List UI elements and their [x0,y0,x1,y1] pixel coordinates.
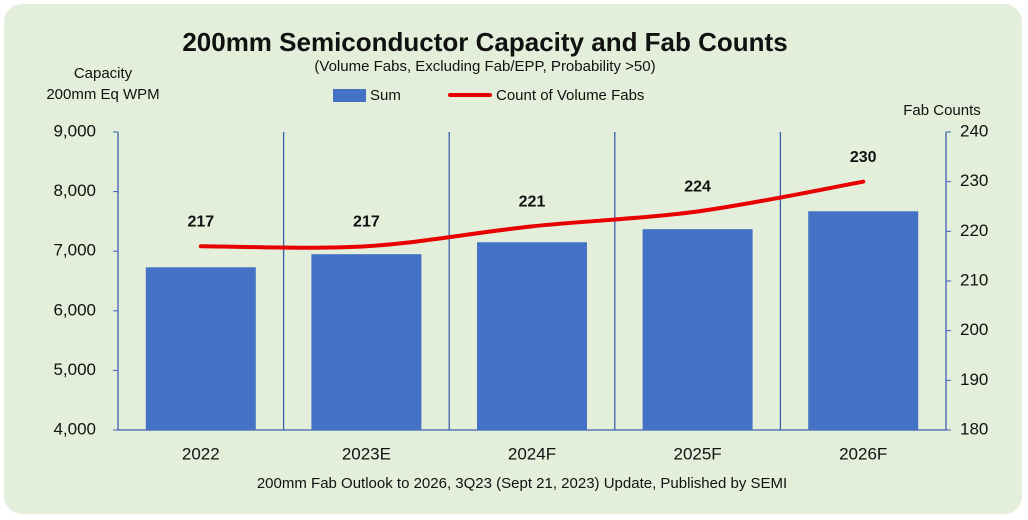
y2-tick-label: 210 [960,270,988,289]
x-tick-label: 2023E [342,444,391,463]
y-tick-label: 5,000 [53,360,96,379]
source-note: 200mm Fab Outlook to 2026, 3Q23 (Sept 21… [257,475,787,492]
y-tick-label: 6,000 [53,300,96,319]
y-tick-label: 9,000 [53,121,96,140]
bar [808,211,919,430]
bar [145,267,256,430]
data-label: 224 [684,179,711,196]
x-tick-label: 2025F [673,444,721,463]
x-tick-label: 2024F [508,444,556,463]
y2-axis-label: Fab Counts [903,102,981,119]
data-label: 217 [353,213,380,230]
data-label: 230 [850,149,877,166]
data-label: 217 [187,213,214,230]
y-tick-label: 7,000 [53,241,96,260]
x-tick-label: 2026F [839,444,887,463]
y2-tick-label: 220 [960,221,988,240]
y2-tick-label: 200 [960,320,988,339]
legend-label: Sum [370,87,401,104]
bar [642,229,753,430]
line [198,179,866,250]
legend-label: Count of Volume Fabs [496,87,644,104]
y2-tick-label: 230 [960,171,988,190]
y-axis-label: 200mm Eq WPM [46,86,159,103]
y-tick-label: 4,000 [53,419,96,438]
bar [477,242,587,430]
data-label: 221 [519,194,546,211]
bar [311,254,422,430]
y-axis-label: Capacity [74,65,133,82]
y-tick-label: 8,000 [53,181,96,200]
chart-subtitle: (Volume Fabs, Excluding Fab/EPP, Probabi… [314,58,655,75]
y2-tick-label: 190 [960,370,988,389]
legend-swatch [333,89,366,102]
y2-tick-label: 240 [960,121,988,140]
chart-title: 200mm Semiconductor Capacity and Fab Cou… [182,27,787,57]
x-tick-label: 2022 [182,444,220,463]
y2-tick-label: 180 [960,419,988,438]
